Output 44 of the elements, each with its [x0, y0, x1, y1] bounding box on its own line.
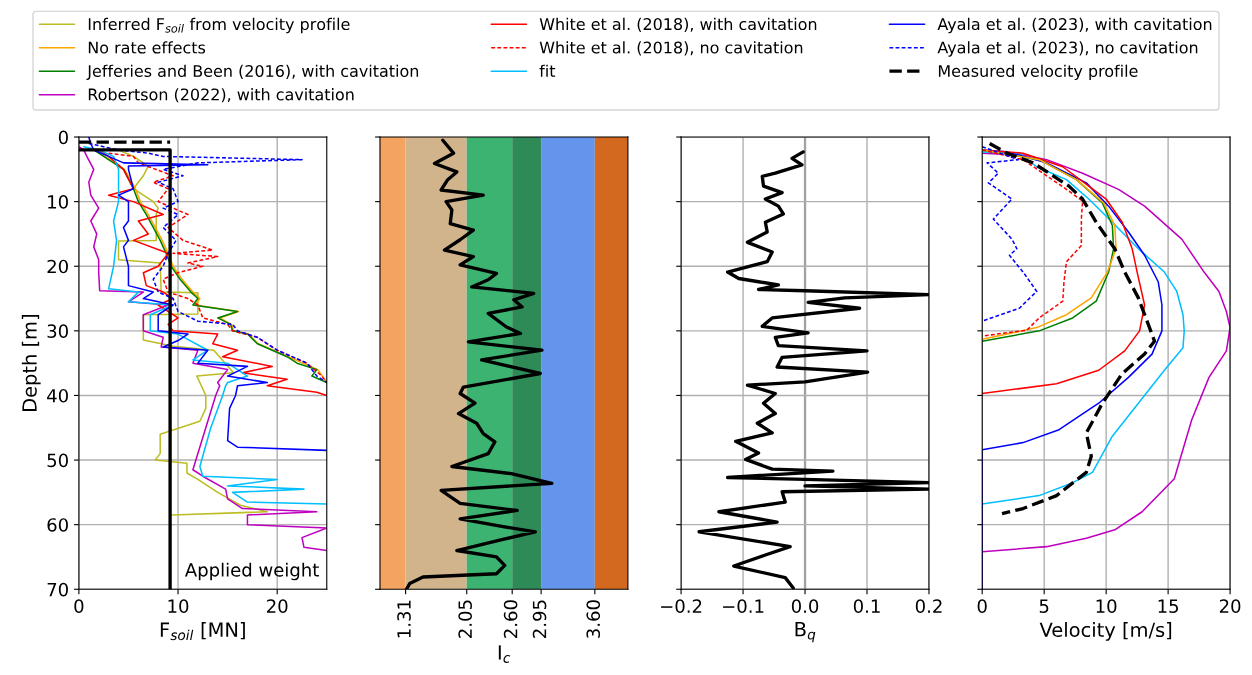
- y-tick-label: 50: [47, 453, 68, 468]
- x-tick-label: 0.1: [853, 599, 880, 613]
- x-tick-label: 2.05: [458, 600, 472, 638]
- x-axis-title: B$_{q}$: [795, 622, 816, 643]
- x-tick-label: 2.60: [503, 600, 518, 638]
- legend-label: White et al. (2018), no cavitation: [539, 41, 803, 56]
- x-tick-label: 3.60: [586, 600, 601, 638]
- legend-label: Ayala et al. (2023), no cavitation: [937, 41, 1198, 57]
- y-tick-label: 20: [47, 259, 68, 274]
- legend-label: fit: [539, 64, 556, 77]
- text: Measured velocity profile: [938, 64, 1138, 81]
- x-tick-label: 15: [1158, 599, 1179, 613]
- y-axis-title: Depth [m]: [21, 315, 41, 411]
- x-tick-label: 0.2: [915, 599, 942, 613]
- x-axis-title: F$_{soil}$ [MN]: [160, 622, 245, 641]
- x-tick-label: 2.95: [532, 600, 547, 638]
- x-axis-title: Velocity [m/s]: [1039, 622, 1172, 641]
- x-tick-label: −0.1: [723, 599, 764, 613]
- x-tick-label: 10: [168, 599, 189, 613]
- x-tick-label: 10: [1096, 599, 1117, 613]
- line-series: [88, 137, 327, 452]
- annotation: Applied weight: [184, 562, 319, 581]
- x-tick-label: 0: [74, 599, 84, 613]
- y-tick-label: 70: [47, 582, 68, 597]
- legend-label: Ayala et al. (2023), with cavitation: [937, 17, 1212, 34]
- x-tick-label: 20: [267, 599, 288, 613]
- x-tick-label: 5: [1039, 599, 1049, 613]
- legend-label: White et al. (2018), with cavitation: [539, 17, 817, 32]
- legend-label: Robertson (2022), with cavitation: [88, 88, 354, 103]
- x-tick-label: 0.0: [791, 599, 819, 613]
- x-tick-label: −0.2: [661, 599, 702, 613]
- legend-label: Inferred F$_{soil}$ from velocity profile: [88, 17, 350, 34]
- x-tick-label: 0: [977, 599, 987, 613]
- y-tick-label: 60: [47, 518, 68, 532]
- x-tick-label: 1.31: [397, 600, 411, 638]
- y-tick-label: 0: [58, 130, 68, 145]
- legend-label: No rate effects: [88, 41, 206, 54]
- line-series: [117, 149, 269, 516]
- y-tick-label: 30: [47, 324, 68, 338]
- x-axis-title: I$_{c}$: [498, 645, 511, 663]
- y-tick-label: 10: [48, 195, 68, 209]
- x-tick-label: 20: [1219, 599, 1241, 613]
- legend-label: Jefferies and Been (2016), with cavitation: [86, 64, 419, 81]
- y-tick-label: 40: [47, 388, 68, 403]
